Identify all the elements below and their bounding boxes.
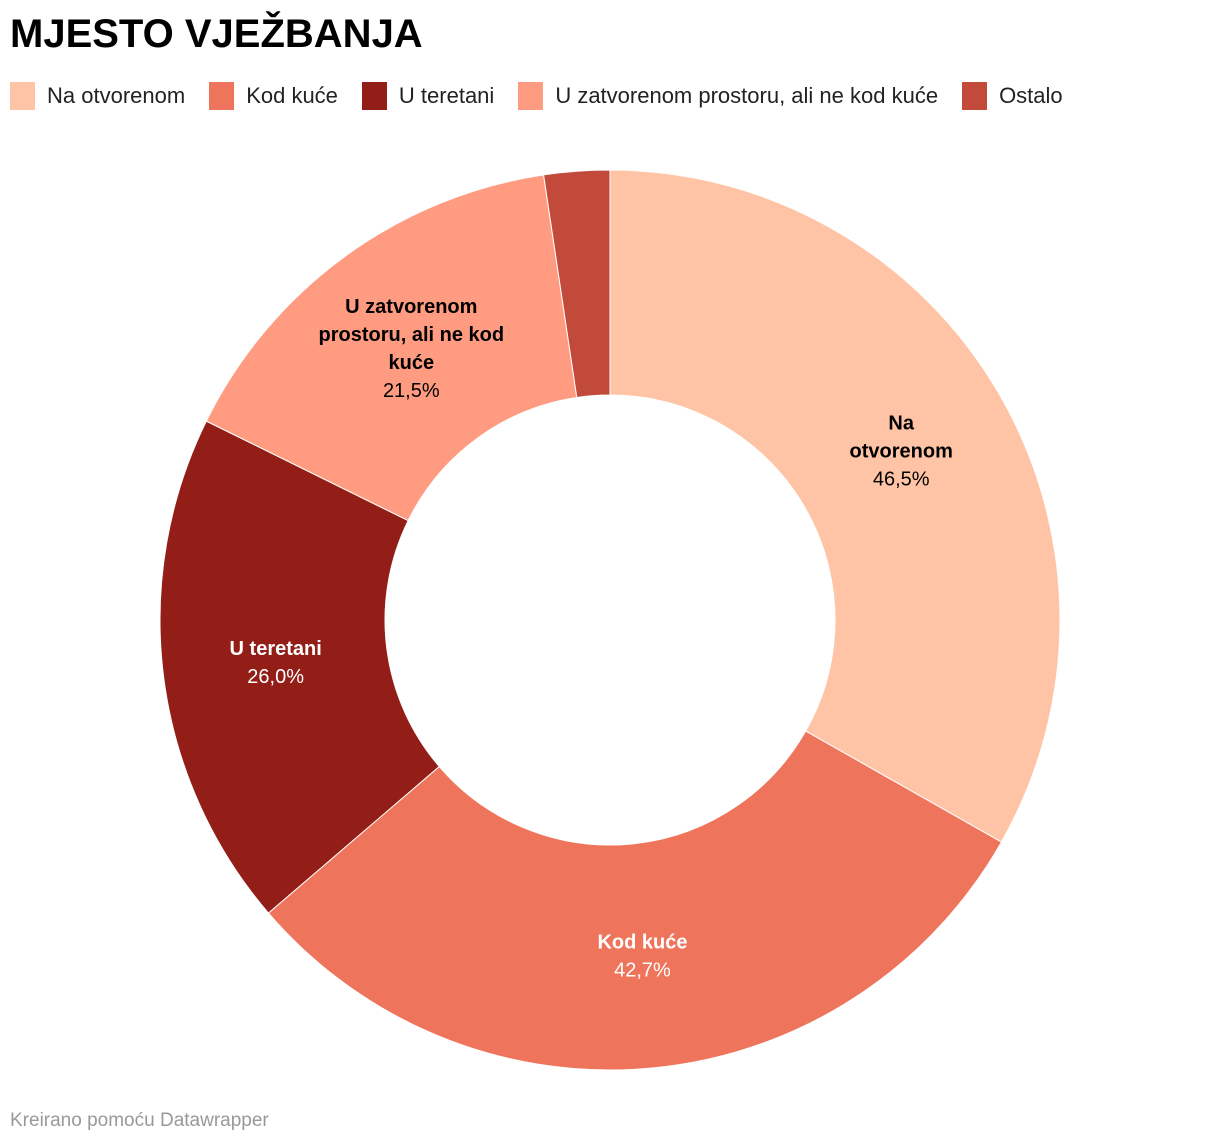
slice-label: U teretani	[230, 638, 322, 660]
legend-swatch	[962, 82, 988, 110]
legend-item: U zatvorenom prostoru, ali ne kod kuće	[518, 82, 938, 110]
slice-u-zatvorenom-prostoru-ali-ne-kod-ku-e	[205, 174, 578, 522]
legend: Na otvorenom Kod kuće U teretani U zatvoren…	[10, 82, 1087, 110]
legend-item: Kod kuće	[209, 82, 338, 110]
slice-na-otvorenom	[609, 169, 1061, 843]
legend-label: Ostalo	[999, 83, 1063, 108]
legend-label: U teretani	[398, 83, 495, 108]
slice-kod-ku-e	[267, 730, 1003, 1071]
legend-swatch	[10, 82, 35, 110]
chart-title: MJESTO VJEŽBANJA	[10, 12, 423, 56]
legend-swatch	[518, 82, 544, 110]
slice-value-label: 46,5%	[873, 468, 930, 490]
slice-label: U zatvorenom	[345, 296, 477, 318]
slice-label: kuće	[389, 352, 435, 374]
legend-label: Kod kuće	[246, 83, 338, 108]
legend-swatch	[209, 82, 235, 110]
slice-value-label: 26,0%	[247, 666, 304, 688]
slice-value-label: 21,5%	[383, 380, 440, 402]
slice-label: Kod kuće	[597, 931, 687, 953]
slice-value-label: 42,7%	[614, 959, 671, 981]
slice-ostalo	[543, 169, 611, 399]
footer-credit: Kreirano pomoću Datawrapper	[10, 1110, 269, 1131]
legend-item: Na otvorenom	[10, 82, 185, 110]
legend-item: Ostalo	[962, 82, 1063, 110]
slice-label: Na	[888, 412, 914, 434]
slice-u-teretani	[159, 420, 440, 914]
legend-swatch	[361, 82, 387, 110]
legend-label: Na otvorenom	[47, 83, 186, 108]
slice-label: otvorenom	[850, 440, 953, 462]
legend-item: U teretani	[361, 82, 495, 110]
slice-label: prostoru, ali ne kod	[319, 324, 505, 346]
legend-label: U zatvorenom prostoru, ali ne kod kuće	[555, 83, 939, 108]
